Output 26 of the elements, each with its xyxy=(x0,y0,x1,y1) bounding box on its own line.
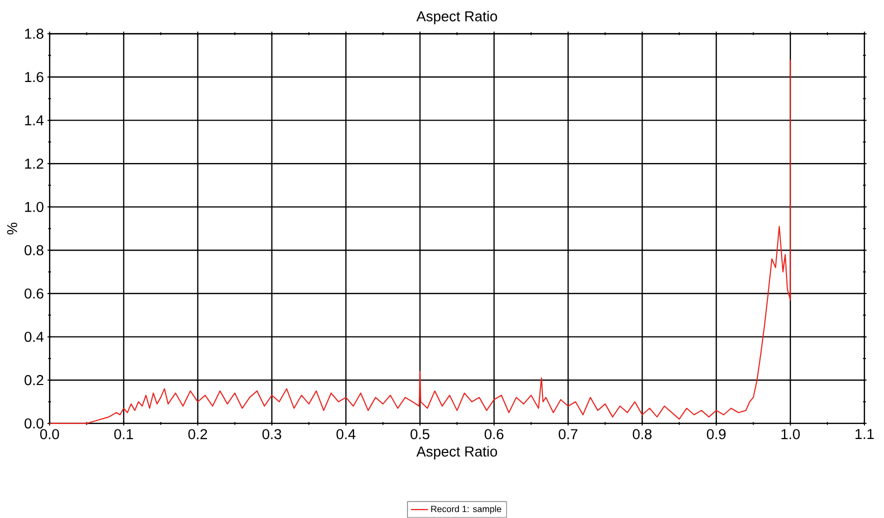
x-tick-label: 1.0 xyxy=(781,429,800,440)
y-tick-label: 0.8 xyxy=(24,245,44,256)
x-tick-label: 1.1 xyxy=(856,429,874,440)
x-tick-label: 0.5 xyxy=(410,429,430,440)
x-tick-label: 0.2 xyxy=(188,429,208,440)
x-tick-label: 0.9 xyxy=(706,429,726,440)
y-tick-label: 0.0 xyxy=(24,418,44,429)
x-tick-label: 0.3 xyxy=(262,429,282,440)
y-tick-label: 1.8 xyxy=(25,28,44,39)
chart-title: Aspect Ratio xyxy=(416,11,498,24)
x-tick-label: 0.4 xyxy=(336,429,356,440)
y-tick-label: 0.2 xyxy=(24,375,44,386)
x-tick-label: 0.6 xyxy=(484,429,504,440)
legend-label: Record 1: sample xyxy=(431,506,502,514)
y-axis-title: % xyxy=(7,222,18,235)
y-tick-label: 1.0 xyxy=(25,202,44,212)
y-tick-label: 1.6 xyxy=(25,72,44,82)
x-tick-label: 0.7 xyxy=(558,429,578,440)
x-axis-title: Aspect Ratio xyxy=(416,446,498,460)
x-tick-label: 0.1 xyxy=(114,429,133,440)
y-tick-label: 1.4 xyxy=(25,116,44,126)
x-tick-label: 0.8 xyxy=(632,429,652,440)
y-tick-label: 0.4 xyxy=(24,332,44,342)
y-tick-label: 0.6 xyxy=(24,288,44,299)
y-tick-label: 1.2 xyxy=(25,158,44,169)
x-tick-label: 0.0 xyxy=(40,429,60,440)
